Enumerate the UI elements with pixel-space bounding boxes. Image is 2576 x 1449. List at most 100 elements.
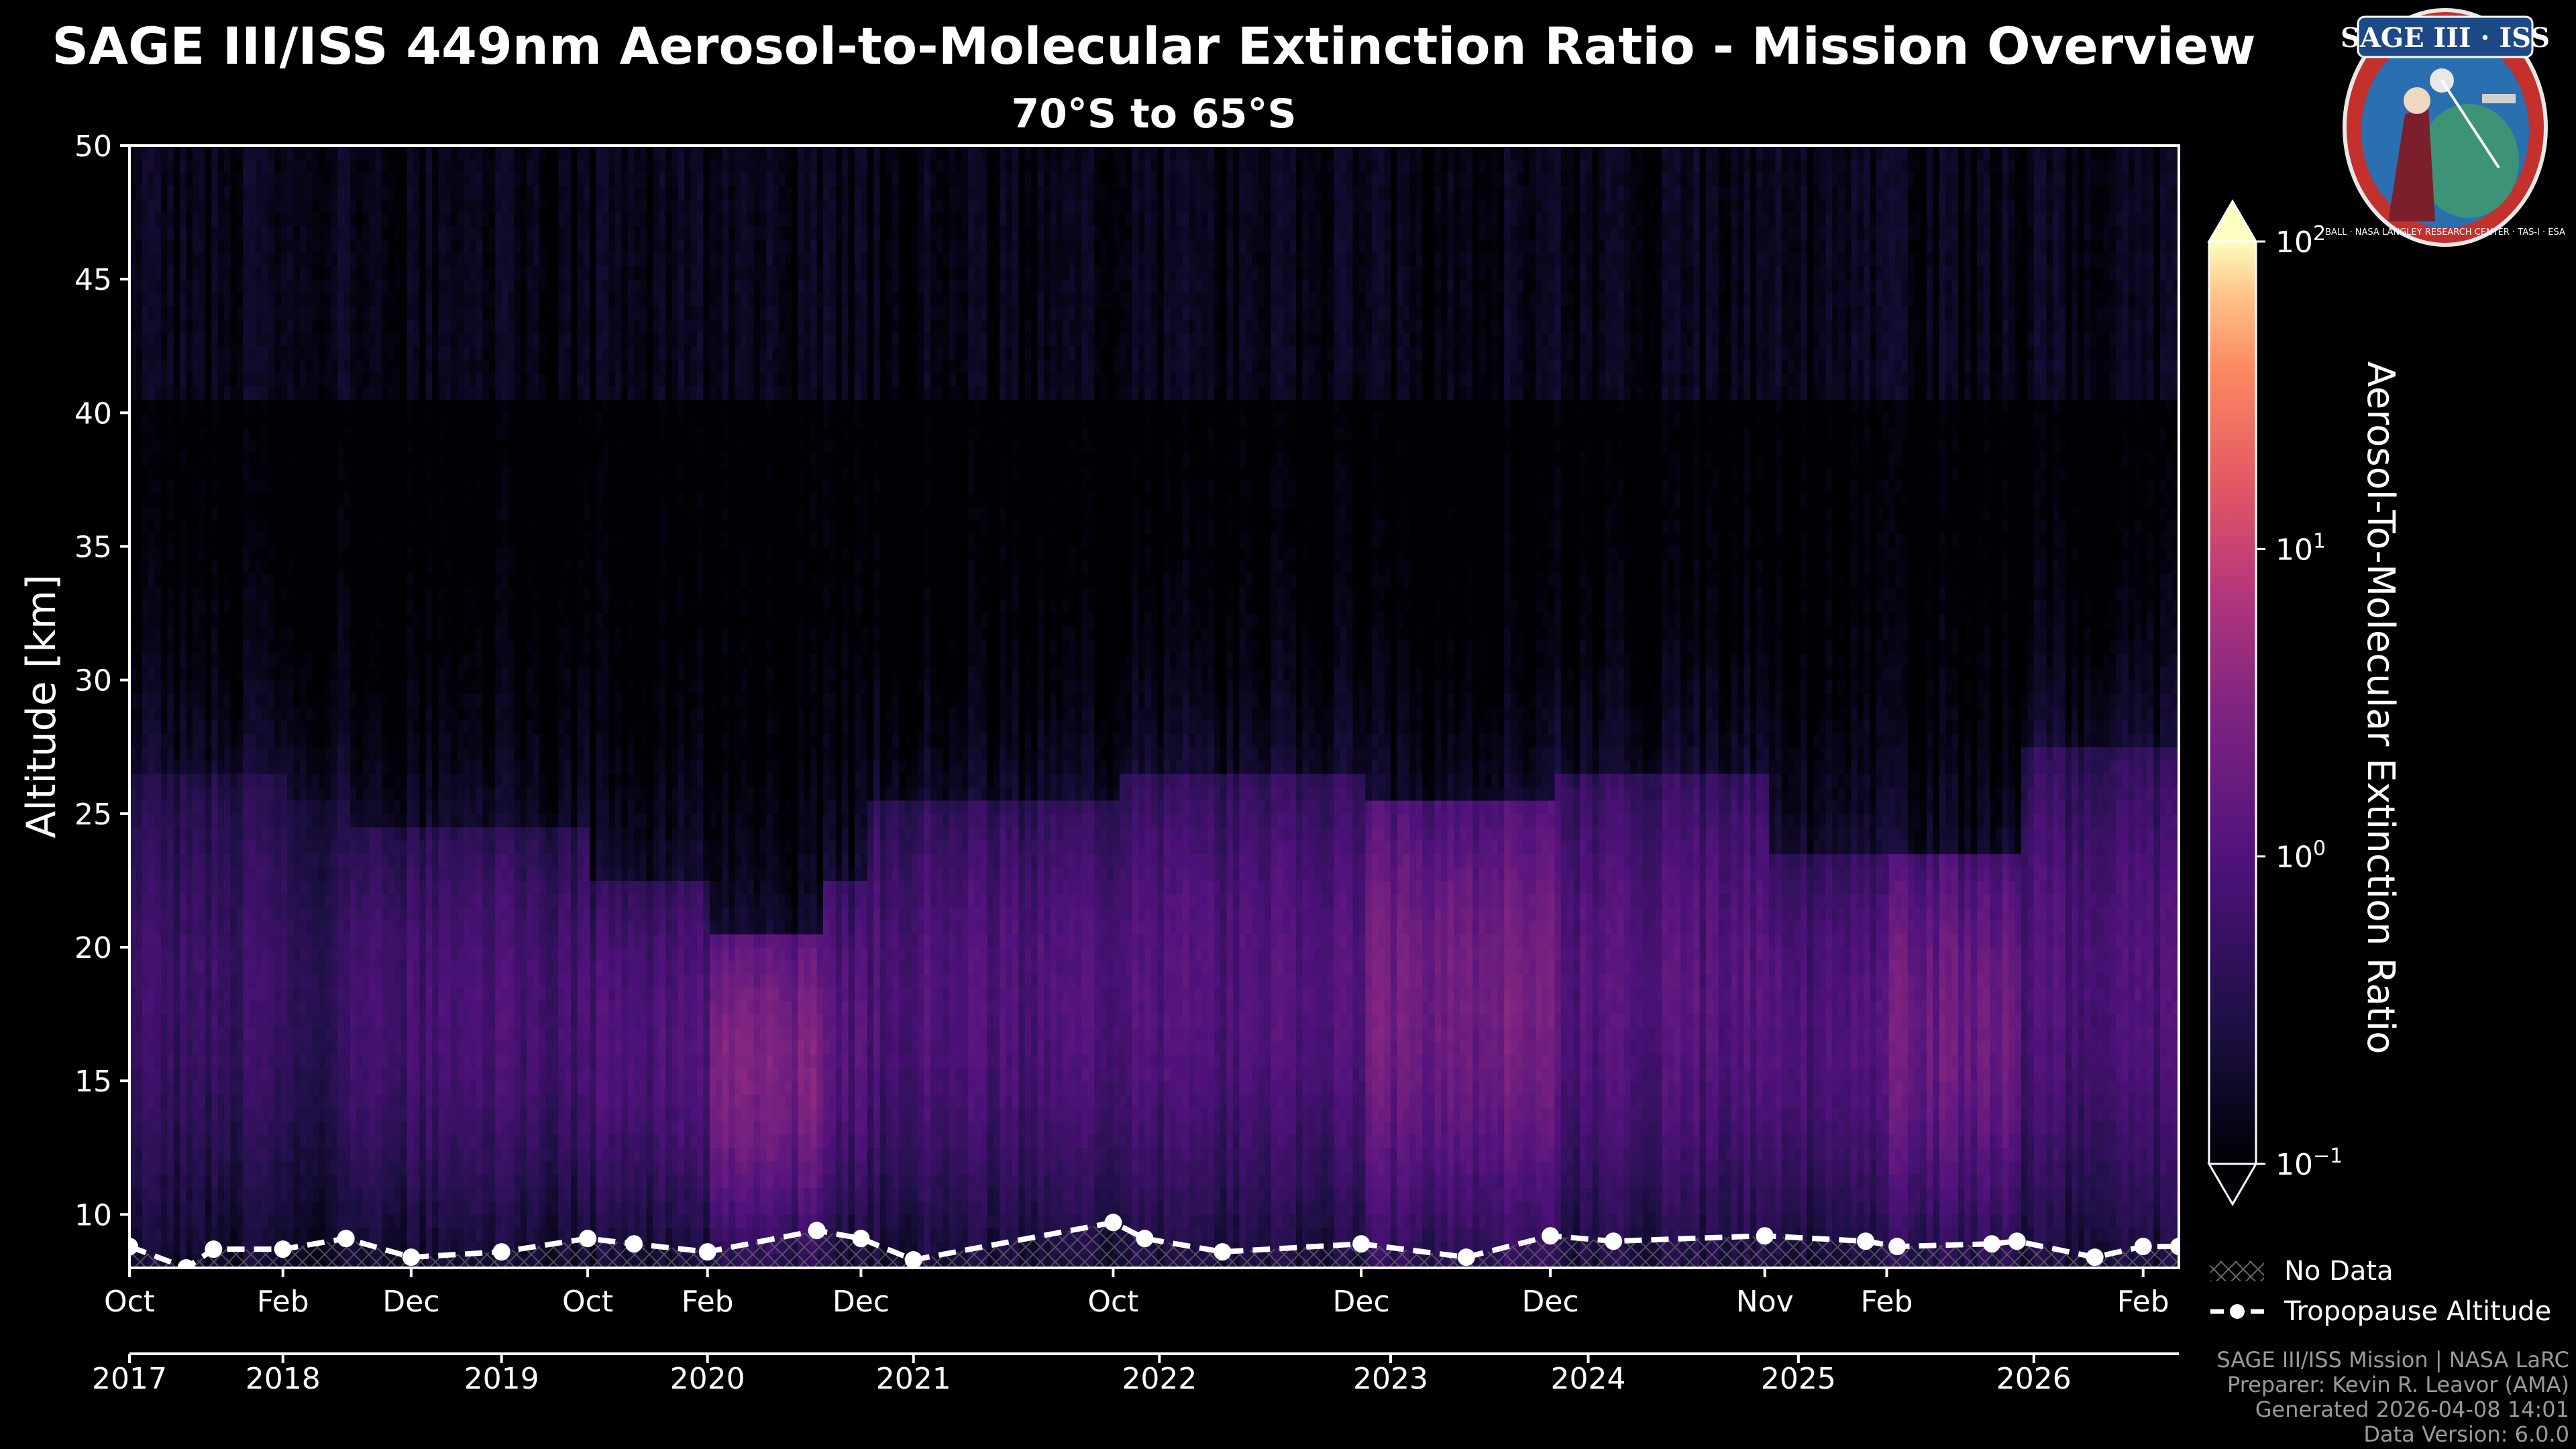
- heatmap-cell: [199, 773, 206, 788]
- heatmap-cell: [362, 1094, 370, 1108]
- heatmap-cell: [488, 693, 496, 708]
- heatmap-cell: [142, 613, 149, 627]
- heatmap-cell: [224, 533, 231, 547]
- heatmap-cell: [243, 693, 250, 708]
- heatmap-cell: [249, 212, 256, 227]
- heatmap-cell: [230, 1228, 237, 1242]
- heatmap-cell: [375, 199, 382, 213]
- heatmap-cell: [343, 1027, 351, 1041]
- heatmap-cell: [407, 813, 414, 828]
- heatmap-cell: [306, 960, 313, 975]
- heatmap-cell: [319, 453, 325, 467]
- heatmap-cell: [438, 666, 445, 681]
- heatmap-cell: [224, 573, 231, 587]
- heatmap-cell: [173, 773, 180, 788]
- heatmap-cell: [482, 332, 490, 347]
- heatmap-cell: [142, 586, 149, 600]
- heatmap-cell: [249, 627, 256, 641]
- heatmap-cell: [236, 613, 244, 627]
- heatmap-cell: [129, 239, 136, 253]
- heatmap-cell: [394, 1174, 401, 1189]
- heatmap-cell: [299, 680, 307, 694]
- heatmap-cell: [325, 506, 332, 521]
- heatmap-cell: [476, 1187, 483, 1201]
- heatmap-cell: [451, 559, 458, 574]
- heatmap-cell: [154, 1214, 162, 1228]
- heatmap-cell: [419, 319, 427, 333]
- heatmap-cell: [154, 279, 162, 293]
- heatmap-cell: [312, 760, 319, 774]
- heatmap-cell: [249, 199, 256, 213]
- heatmap-cell: [249, 573, 256, 587]
- heatmap-cell: [470, 706, 477, 720]
- heatmap-cell: [256, 146, 262, 160]
- heatmap-cell: [193, 973, 199, 988]
- heatmap-cell: [356, 627, 364, 641]
- heatmap-cell: [362, 1120, 370, 1135]
- heatmap-cell: [482, 319, 490, 333]
- heatmap-cell: [217, 653, 225, 667]
- heatmap-cell: [217, 613, 225, 627]
- heatmap-cell: [325, 760, 332, 774]
- heatmap-cell: [400, 239, 408, 253]
- heatmap-cell: [350, 1187, 357, 1201]
- heatmap-cell: [299, 225, 307, 239]
- heatmap-cell: [148, 826, 156, 841]
- heatmap-cell: [129, 1054, 136, 1068]
- heatmap-cell: [154, 720, 162, 734]
- heatmap-cell: [419, 733, 427, 747]
- heatmap-cell: [236, 519, 244, 534]
- heatmap-cell: [262, 1174, 269, 1189]
- heatmap-cell: [268, 279, 275, 293]
- heatmap-cell: [312, 158, 319, 173]
- heatmap-cell: [419, 1094, 427, 1108]
- heatmap-cell: [186, 386, 193, 400]
- heatmap-cell: [388, 1014, 395, 1028]
- heatmap-cell: [382, 386, 388, 400]
- heatmap-cell: [388, 693, 395, 708]
- heatmap-cell: [173, 1081, 180, 1095]
- heatmap-cell: [407, 225, 414, 239]
- heatmap-cell: [293, 1120, 301, 1135]
- heatmap-cell: [457, 1214, 464, 1228]
- heatmap-cell: [407, 546, 414, 560]
- heatmap-cell: [280, 252, 288, 266]
- heatmap-cell: [343, 1000, 351, 1015]
- heatmap-cell: [154, 627, 162, 641]
- heatmap-cell: [211, 613, 219, 627]
- heatmap-cell: [482, 559, 490, 574]
- heatmap-cell: [186, 185, 193, 200]
- heatmap-cell: [186, 426, 193, 440]
- heatmap-cell: [394, 1187, 401, 1201]
- heatmap-cell: [287, 212, 294, 227]
- heatmap-cell: [230, 1120, 237, 1135]
- heatmap-cell: [199, 987, 206, 1002]
- heatmap-cell: [136, 332, 143, 347]
- heatmap-cell: [394, 907, 401, 921]
- heatmap-cell: [129, 693, 136, 708]
- heatmap-cell: [488, 613, 496, 627]
- heatmap-cell: [142, 1134, 149, 1148]
- heatmap-cell: [142, 826, 149, 841]
- heatmap-cell: [161, 920, 168, 934]
- heatmap-cell: [186, 720, 193, 734]
- heatmap-cell: [280, 920, 288, 934]
- heatmap-cell: [199, 627, 206, 641]
- heatmap-cell: [419, 1067, 427, 1081]
- heatmap-cell: [319, 546, 325, 560]
- heatmap-cell: [457, 1134, 464, 1148]
- heatmap-cell: [337, 867, 345, 881]
- heatmap-cell: [236, 345, 244, 360]
- heatmap-cell: [280, 533, 288, 547]
- heatmap-cell: [488, 680, 496, 694]
- heatmap-cell: [230, 239, 237, 253]
- heatmap-cell: [129, 1000, 136, 1015]
- heatmap-cell: [337, 853, 345, 868]
- heatmap-cell: [445, 1014, 451, 1028]
- heatmap-cell: [136, 934, 143, 948]
- heatmap-cell: [224, 546, 231, 560]
- heatmap-cell: [451, 1000, 458, 1015]
- heatmap-cell: [331, 1054, 338, 1068]
- heatmap-cell: [148, 453, 156, 467]
- heatmap-cell: [262, 199, 269, 213]
